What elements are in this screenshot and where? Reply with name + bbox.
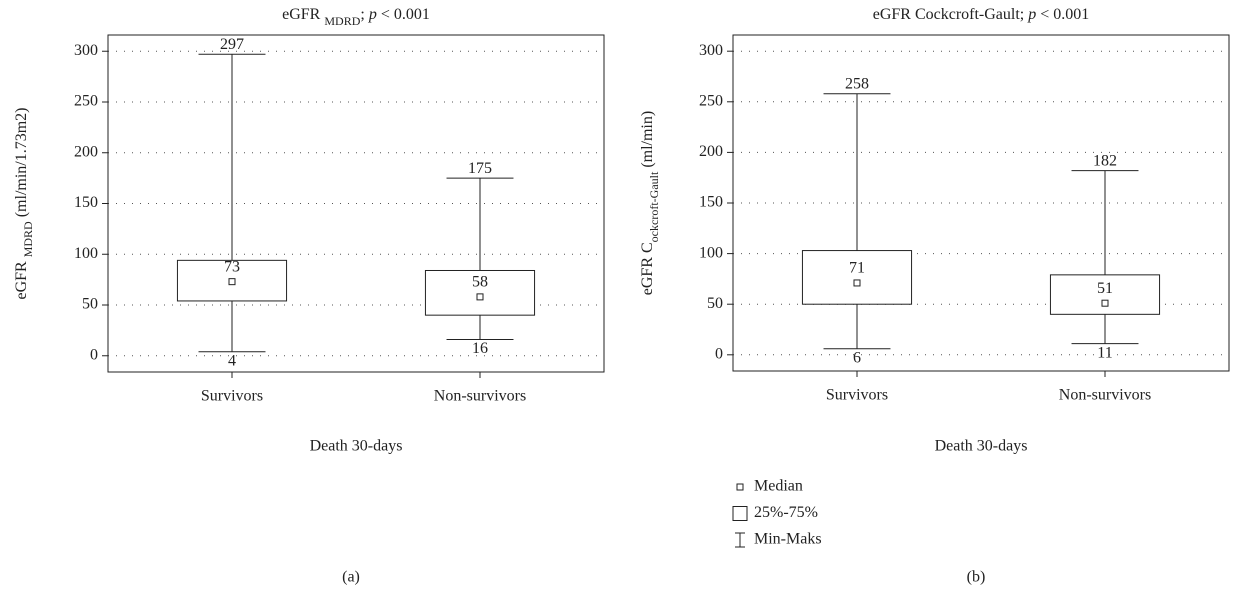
box [176, 259, 288, 302]
plot-frame [732, 34, 1230, 372]
max-label: 258 [845, 75, 869, 92]
y-label-part: (ml/min) [639, 111, 656, 172]
y-label-part: ockcroft-Gault [647, 171, 661, 242]
y-axis-label: eGFR Cockcroft-Gault (ml/min) [639, 111, 661, 295]
y-tick-label: 150 [699, 194, 723, 211]
min-label: 6 [853, 349, 861, 366]
x-tick-label: Non-survivors [1059, 387, 1151, 404]
title-part: < 0.001 [1036, 6, 1089, 23]
y-tick-label: 0 [715, 345, 723, 362]
y-axis-label: eGFR MDRD (ml/min/1.73m2) [13, 107, 35, 299]
box [1049, 274, 1161, 315]
caption: (b) [967, 569, 986, 586]
box [424, 269, 536, 316]
title-part: p [368, 6, 377, 23]
y-tick-label: 200 [74, 143, 98, 160]
box [801, 250, 913, 305]
min-label: 16 [472, 340, 488, 357]
legend-label: Median [754, 478, 803, 495]
y-tick-label: 150 [74, 194, 98, 211]
y-label-part: MDRD [21, 221, 35, 257]
min-label: 11 [1097, 344, 1112, 361]
median-label: 58 [472, 274, 488, 291]
min-label: 4 [228, 352, 236, 369]
y-tick-label: 250 [74, 93, 98, 110]
legend-icon [732, 506, 748, 521]
title-part: eGFR [282, 6, 324, 23]
max-label: 297 [220, 36, 244, 53]
y-tick-label: 300 [699, 42, 723, 59]
title-part: < 0.001 [377, 6, 430, 23]
max-label: 182 [1093, 152, 1117, 169]
title-part: eGFR Cockcroft-Gault; [873, 6, 1029, 23]
y-tick-label: 250 [699, 92, 723, 109]
median-label: 71 [849, 260, 865, 277]
y-label-part: eGFR C [639, 242, 656, 295]
y-tick-label: 200 [699, 143, 723, 160]
y-tick-label: 100 [74, 245, 98, 262]
y-tick-label: 50 [707, 295, 723, 312]
y-label-part: eGFR [13, 257, 30, 299]
median-label: 51 [1097, 280, 1113, 297]
median-marker [1101, 299, 1109, 307]
caption: (a) [342, 569, 360, 586]
x-axis-label: Death 30-days [935, 438, 1028, 455]
chart-title: eGFR MDRD; p < 0.001 [282, 6, 430, 28]
legend-label: 25%-75% [754, 504, 818, 521]
title-part: MDRD [324, 14, 360, 28]
median-marker [853, 279, 861, 287]
plot-frame [107, 34, 605, 373]
y-tick-label: 300 [74, 42, 98, 59]
x-tick-label: Non-survivors [434, 388, 526, 405]
median-marker [476, 293, 484, 301]
chart-title: eGFR Cockcroft-Gault; p < 0.001 [873, 6, 1090, 23]
legend-icon [736, 483, 744, 491]
x-tick-label: Survivors [201, 388, 263, 405]
y-label-part: (ml/min/1.73m2) [13, 107, 30, 221]
title-part: ; [360, 6, 368, 23]
y-tick-label: 0 [90, 346, 98, 363]
median-label: 73 [224, 258, 240, 275]
x-axis-label: Death 30-days [310, 438, 403, 455]
y-tick-label: 50 [82, 296, 98, 313]
max-label: 175 [468, 160, 492, 177]
legend-label: Min-Maks [754, 531, 822, 548]
y-tick-label: 100 [699, 244, 723, 261]
median-marker [228, 278, 236, 286]
x-tick-label: Survivors [826, 387, 888, 404]
title-part: p [1027, 6, 1036, 23]
